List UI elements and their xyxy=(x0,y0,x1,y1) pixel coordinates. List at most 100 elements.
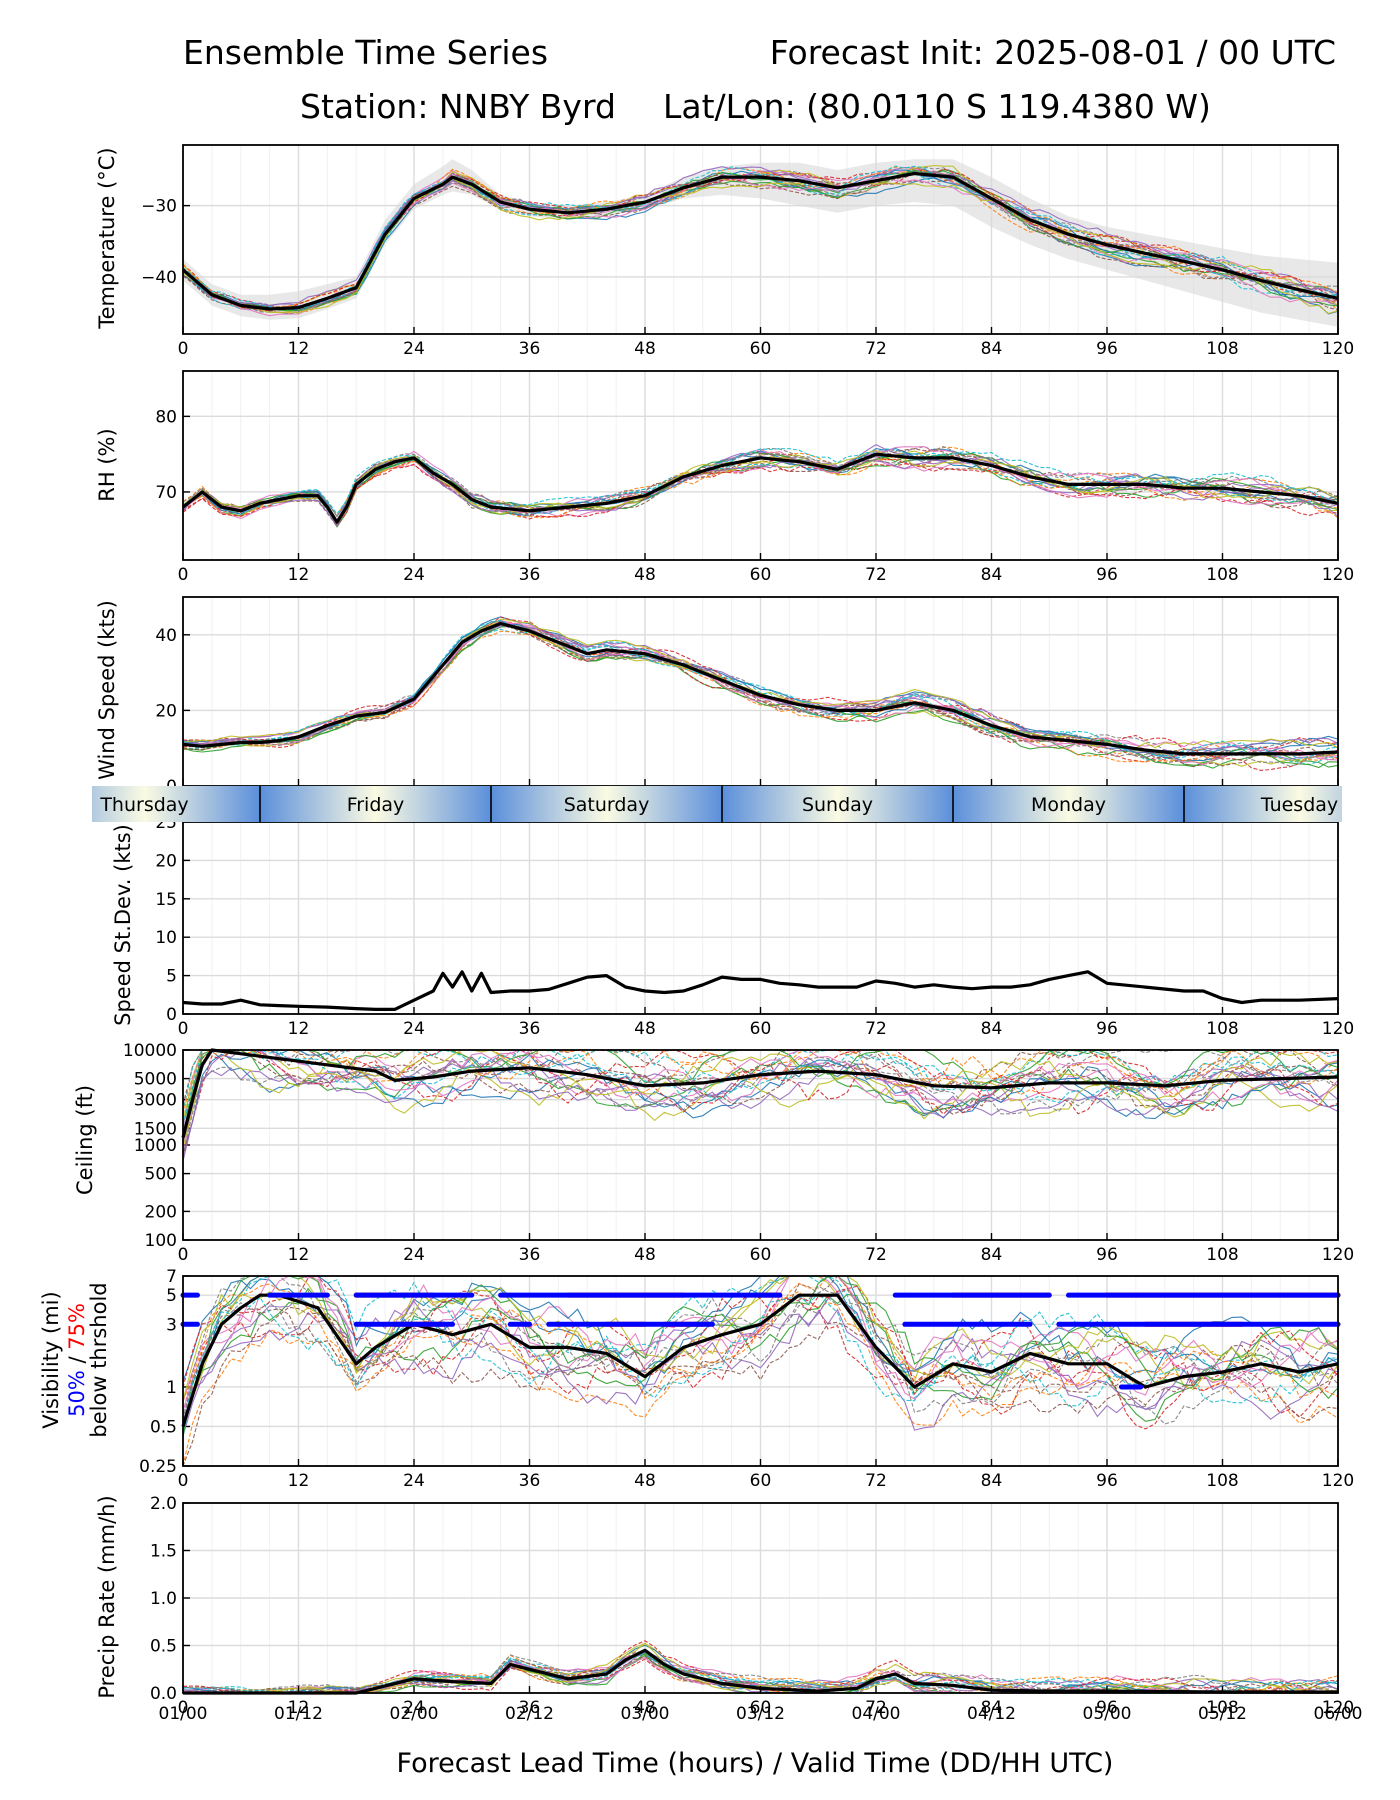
x-tick-label: 48 xyxy=(634,1245,656,1265)
x-tick-label: 12 xyxy=(288,1471,310,1491)
member-line xyxy=(182,621,1339,768)
ensemble-st-dev-line xyxy=(182,970,1339,1011)
y-tick-label: 200 xyxy=(145,1202,177,1222)
y-tick-label: 80 xyxy=(155,407,177,427)
ensemble-mean-line xyxy=(183,1648,1338,1695)
y-tick-label: 1.5 xyxy=(150,1542,177,1562)
x-tick-label: 108 xyxy=(1206,1019,1238,1039)
y-tick-label: 0.5 xyxy=(150,1417,177,1437)
x-tick-label: 60 xyxy=(750,1019,772,1039)
day-strip-cell xyxy=(491,786,722,822)
y-tick-label: 15 xyxy=(155,890,177,910)
member-line xyxy=(182,630,1339,763)
member-line xyxy=(182,1275,1339,1412)
x-tick-label: 60 xyxy=(750,565,772,585)
x-tick-label: 96 xyxy=(1096,1245,1118,1265)
y-tick-label: 0.25 xyxy=(139,1457,177,1477)
x-tick-label: 120 xyxy=(1322,339,1354,359)
title-left: Ensemble Time Series xyxy=(183,33,548,72)
valid-time-label: 02/00 xyxy=(390,1704,439,1724)
y-axis-label-sub: below thrshold xyxy=(87,1282,111,1437)
valid-time-label: 05/00 xyxy=(1083,1704,1132,1724)
x-tick-label: 120 xyxy=(1322,1698,1354,1718)
x-tick-label: 72 xyxy=(865,1698,887,1718)
x-tick-label: 84 xyxy=(981,1698,1003,1718)
y-tick-label: 0.5 xyxy=(150,1637,177,1657)
y-axis-label: Precip Rate (mm/h) xyxy=(95,1495,119,1698)
x-tick-label: 24 xyxy=(403,1698,425,1718)
x-tick-label: 96 xyxy=(1096,1698,1118,1718)
y-tick-label: 3000 xyxy=(134,1091,177,1111)
day-label: Monday xyxy=(1031,794,1106,816)
x-tick-label: 60 xyxy=(750,339,772,359)
y-tick-label: 20 xyxy=(155,701,177,721)
y-tick-label: 10 xyxy=(155,928,177,948)
valid-time-label: 05/12 xyxy=(1198,1704,1247,1724)
y-label-sep: / xyxy=(65,1350,89,1370)
x-tick-label: 48 xyxy=(634,339,656,359)
x-tick-label: 120 xyxy=(1322,1019,1354,1039)
x-tick-label: 0 xyxy=(178,1698,189,1718)
y-tick-label: −30 xyxy=(141,197,177,217)
x-tick-label: 84 xyxy=(981,565,1003,585)
member-line xyxy=(182,177,1339,315)
strip-mask-right xyxy=(1342,786,1400,822)
y-axis-label: Speed St.Dev. (kts) xyxy=(111,824,135,1026)
y-tick-label: 5 xyxy=(166,1286,177,1306)
x-tick-label: 36 xyxy=(519,339,541,359)
x-tick-label: 108 xyxy=(1206,339,1238,359)
x-tick-label: 108 xyxy=(1206,1471,1238,1491)
title-right: Forecast Init: 2025-08-01 / 00 UTC xyxy=(770,33,1336,72)
x-axis-label: Forecast Lead Time (hours) / Valid Time … xyxy=(397,1748,1114,1779)
member-line xyxy=(182,165,1339,309)
member-line xyxy=(182,1049,1339,1133)
member-line xyxy=(182,1275,1339,1437)
x-tick-label: 72 xyxy=(865,1019,887,1039)
y-tick-label: 2.0 xyxy=(150,1494,177,1514)
panel-1: 80 70 0 12 24 36 48 60 72 84 96 108 120 RH (%) xyxy=(95,370,1354,585)
panel-0: −30 −40 0 12 24 36 48 60 72 84 96 108 120 Temperature… xyxy=(95,144,1354,359)
day-label: Thursday xyxy=(99,794,188,816)
member-line xyxy=(182,1285,1339,1425)
y-tick-label: 0.0 xyxy=(150,1684,177,1704)
y-tick-label: 70 xyxy=(155,483,177,503)
x-tick-label: 120 xyxy=(1322,1245,1354,1265)
member-line xyxy=(182,454,1339,526)
x-tick-label: 60 xyxy=(750,1245,772,1265)
member-line xyxy=(182,1292,1339,1427)
member-line xyxy=(182,448,1339,515)
y-axis-label: RH (%) xyxy=(95,428,119,501)
member-line xyxy=(182,625,1339,767)
x-tick-label: 24 xyxy=(403,565,425,585)
valid-time-label: 01/12 xyxy=(274,1704,323,1724)
valid-time-label: 06/00 xyxy=(1314,1704,1363,1724)
y-axis-label: Wind Speed (kts) xyxy=(95,600,119,780)
panel-2: 40200Wind Speed (kts) xyxy=(95,596,1339,797)
ensemble-mean-line xyxy=(181,1048,1339,1138)
member-line xyxy=(182,176,1339,315)
x-tick-label: 36 xyxy=(519,565,541,585)
valid-time-label: 02/12 xyxy=(505,1704,554,1724)
valid-time-label: 04/12 xyxy=(967,1704,1016,1724)
y-label-75pct: 75% xyxy=(65,1303,89,1350)
member-line xyxy=(182,172,1339,312)
member-line xyxy=(182,448,1339,522)
day-label: Tuesday xyxy=(1260,794,1338,816)
x-tick-label: 60 xyxy=(750,1698,772,1718)
latlon-label: Lat/Lon: (80.0110 S 119.4380 W) xyxy=(663,87,1211,126)
x-tick-label: 48 xyxy=(634,1471,656,1491)
x-tick-label: 36 xyxy=(519,1019,541,1039)
panels: −30−400 12 24 36 48 60 72 84 96 108 120Temperature… xyxy=(39,144,1363,1724)
y-tick-label: 40 xyxy=(155,626,177,646)
x-tick-label: 96 xyxy=(1096,1471,1118,1491)
x-tick-label: 96 xyxy=(1096,339,1118,359)
y-axis-label-pct: 50% / 75% xyxy=(65,1303,89,1417)
x-tick-label: 84 xyxy=(981,1019,1003,1039)
member-line xyxy=(182,1297,1339,1430)
member-line xyxy=(182,1275,1339,1429)
valid-time-label: 01/00 xyxy=(159,1704,208,1724)
x-tick-label: 24 xyxy=(403,339,425,359)
